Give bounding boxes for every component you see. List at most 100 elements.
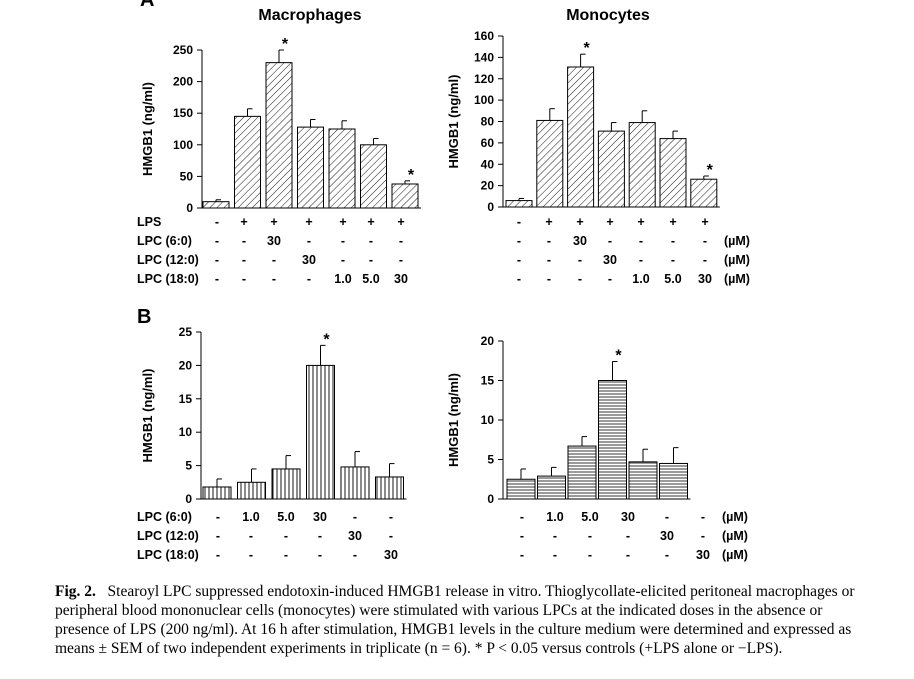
y-tick-label: 50 xyxy=(180,169,194,183)
y-tick-label: 20 xyxy=(179,358,193,372)
condition-value: - xyxy=(665,548,669,562)
caption-text: Stearoyl LPC suppressed endotoxin-induce… xyxy=(55,583,855,657)
condition-value: - xyxy=(284,548,288,562)
condition-value: 30 xyxy=(603,253,617,267)
bar xyxy=(375,476,404,500)
condition-value: + xyxy=(669,215,676,229)
bar xyxy=(659,462,688,500)
y-tick-label: 5 xyxy=(185,459,192,473)
condition-row-label: LPC (6:0) xyxy=(137,510,192,524)
condition-value: 30 xyxy=(302,253,316,267)
condition-unit: (µM) xyxy=(722,529,748,543)
condition-row-label: LPC (18:0) xyxy=(137,272,199,286)
condition-value: 5.0 xyxy=(277,510,294,524)
chart-macrophages: Macrophages HMGB1 (ng/ml) * * 0 50 100 150 200 25… xyxy=(137,7,421,286)
condition-value: - xyxy=(608,234,612,248)
condition-value: - xyxy=(318,548,322,562)
chart-monocytes-lpc-only: HMGB1 (ng/ml) * 0 5 10 15 20 - 1.0 5.0 30 - - (µM) - - -… xyxy=(446,334,748,562)
y-tick-label: 140 xyxy=(474,50,494,64)
condition-value: - xyxy=(701,510,705,524)
significance-star: * xyxy=(707,162,714,179)
condition-value: - xyxy=(578,272,582,286)
condition-value: 5.0 xyxy=(581,510,598,524)
bar xyxy=(659,138,687,208)
condition-value: - xyxy=(249,548,253,562)
condition-value: - xyxy=(272,253,276,267)
figure-caption: Fig. 2. Stearoyl LPC suppressed endotoxi… xyxy=(55,582,855,658)
condition-value: - xyxy=(399,234,403,248)
condition-value: - xyxy=(272,272,276,286)
caption-label: Fig. 2. xyxy=(55,583,96,600)
y-tick-label: 25 xyxy=(179,325,193,339)
bar xyxy=(628,122,656,208)
condition-value: 30 xyxy=(348,529,362,543)
condition-value: + xyxy=(637,215,644,229)
condition-value: - xyxy=(547,253,551,267)
condition-value: - xyxy=(215,234,219,248)
condition-row-label: LPC (6:0) xyxy=(137,234,192,248)
condition-value: - xyxy=(353,548,357,562)
condition-value: 30 xyxy=(698,272,712,286)
bar xyxy=(505,200,533,208)
y-tick-label: 100 xyxy=(474,93,494,107)
condition-value: + xyxy=(576,215,583,229)
condition-value: + xyxy=(606,215,613,229)
condition-unit: (µM) xyxy=(724,253,750,267)
condition-value: 30 xyxy=(313,510,327,524)
y-tick-label: 40 xyxy=(481,157,495,171)
condition-row-label: LPC (12:0) xyxy=(137,253,199,267)
chart-monocytes: Monocytes HMGB1 (ng/ml) * * 0 20 40 60 80 100 120 1… xyxy=(446,7,750,286)
condition-value: - xyxy=(216,510,220,524)
bar xyxy=(265,62,293,209)
y-tick-label: 120 xyxy=(474,72,494,86)
significance-star: * xyxy=(282,36,289,53)
condition-value: - xyxy=(701,529,705,543)
condition-value: - xyxy=(639,234,643,248)
condition-value: 1.0 xyxy=(242,510,259,524)
y-tick-label: 160 xyxy=(474,29,494,43)
bar xyxy=(234,115,261,209)
condition-value: - xyxy=(318,529,322,543)
condition-value: 30 xyxy=(621,510,635,524)
condition-value: - xyxy=(369,234,373,248)
condition-value: + xyxy=(305,215,312,229)
bar xyxy=(360,144,387,209)
bar xyxy=(391,183,419,209)
condition-value: - xyxy=(703,253,707,267)
y-tick-label: 15 xyxy=(481,374,495,388)
bar xyxy=(506,478,536,500)
chart-title: Monocytes xyxy=(566,7,650,24)
condition-value: - xyxy=(341,253,345,267)
condition-value: + xyxy=(339,215,346,229)
y-tick-label: 80 xyxy=(481,115,495,129)
condition-unit: (µM) xyxy=(724,234,750,248)
y-tick-label: 200 xyxy=(173,75,193,89)
condition-value: - xyxy=(588,548,592,562)
y-tick-label: 0 xyxy=(487,200,494,214)
condition-value: - xyxy=(517,272,521,286)
condition-value: + xyxy=(701,215,708,229)
bar xyxy=(567,66,595,208)
y-tick-label: 60 xyxy=(481,136,495,150)
condition-value: - xyxy=(242,234,246,248)
condition-value: - xyxy=(389,510,393,524)
y-tick-label: 0 xyxy=(186,201,193,215)
bar xyxy=(271,468,301,500)
condition-value: - xyxy=(547,272,551,286)
y-tick-label: 0 xyxy=(185,492,192,506)
condition-value: - xyxy=(216,529,220,543)
condition-value: - xyxy=(517,253,521,267)
condition-value: - xyxy=(547,234,551,248)
bar xyxy=(328,128,356,209)
y-axis-label: HMGB1 (ng/ml) xyxy=(140,369,155,463)
condition-value: + xyxy=(240,215,247,229)
y-tick-label: 10 xyxy=(179,425,193,439)
condition-value: - xyxy=(242,272,246,286)
condition-value: + xyxy=(367,215,374,229)
condition-value: - xyxy=(242,253,246,267)
condition-value: - xyxy=(307,272,311,286)
condition-value: - xyxy=(216,548,220,562)
y-tick-label: 150 xyxy=(173,106,193,120)
condition-value: - xyxy=(671,253,675,267)
